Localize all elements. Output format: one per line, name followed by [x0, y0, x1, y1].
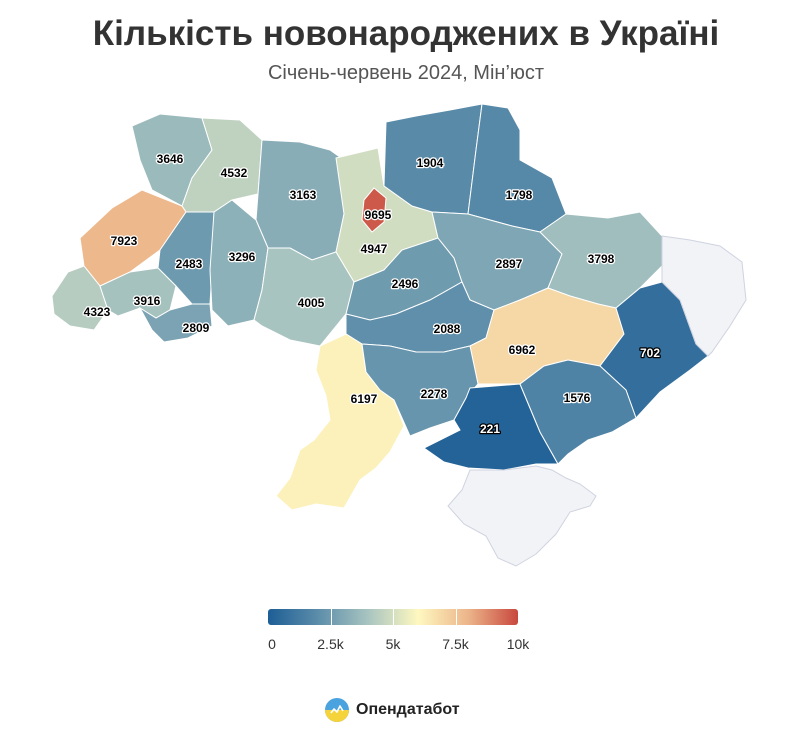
labels-layer: 3646 4532 3163 4947 1904 1798 7923 2483 3296 4005…: [82, 151, 661, 438]
region-crimea[interactable]: [447, 465, 597, 567]
region-value-label: 4532: [221, 166, 248, 180]
region-value-label: 7923: [111, 234, 138, 248]
region-value-label: 1576: [564, 391, 591, 405]
region-value-label: 2496: [392, 277, 419, 291]
opendatabot-logo-icon: [325, 698, 349, 722]
region-value-label: 3646: [157, 152, 184, 166]
region-value-label: 4947: [361, 242, 388, 256]
region-chernivtsi[interactable]: [138, 303, 213, 343]
legend-tick-label: 0: [268, 636, 276, 652]
region-value-label: 2088: [434, 322, 461, 336]
region-value-label: 702: [640, 346, 660, 360]
legend-tick: [330, 609, 332, 625]
region-value-label: 6197: [351, 392, 378, 406]
region-kyiv-city[interactable]: [361, 187, 387, 233]
region-luhansk[interactable]: [661, 235, 747, 357]
legend-tick-label: 10k: [506, 636, 530, 652]
brand: Опендатабот: [324, 697, 460, 723]
legend-tick: [393, 609, 394, 625]
region-value-label: 3916: [134, 294, 161, 308]
region-value-label: 3163: [290, 188, 317, 202]
map-title: Кількість новонароджених в Україні: [92, 14, 720, 53]
region-value-label: 6962: [509, 343, 536, 357]
brand-name: Опендатабот: [356, 701, 460, 718]
regions-layer: [51, 103, 747, 567]
region-value-label: 1904: [417, 156, 444, 170]
region-vinnytsia[interactable]: [253, 247, 355, 347]
region-value-label: 2809: [183, 321, 210, 335]
region-zaporizhzhia[interactable]: [519, 359, 637, 465]
region-value-label: 4323: [84, 305, 111, 319]
map-subtitle: Січень-червень 2024, Мін’юст: [267, 62, 545, 84]
region-value-label: 1798: [506, 188, 533, 202]
legend-tick-label: 5k: [385, 636, 401, 652]
region-value-label: 3798: [588, 252, 615, 266]
legend-tick: [455, 609, 457, 625]
region-value-label: 2278: [421, 387, 448, 401]
legend-tick-label: 2.5k: [317, 636, 344, 652]
region-value-label: 2897: [496, 257, 523, 271]
legend-tick-label: 7.5k: [442, 636, 469, 652]
region-sumy[interactable]: [467, 103, 567, 233]
region-value-label: 9695: [365, 208, 392, 222]
region-value-label: 4005: [298, 296, 325, 310]
region-value-label: 3296: [229, 250, 256, 264]
legend-ticks: [268, 609, 518, 625]
region-value-label: 221: [480, 422, 500, 436]
region-value-label: 2483: [176, 257, 203, 271]
